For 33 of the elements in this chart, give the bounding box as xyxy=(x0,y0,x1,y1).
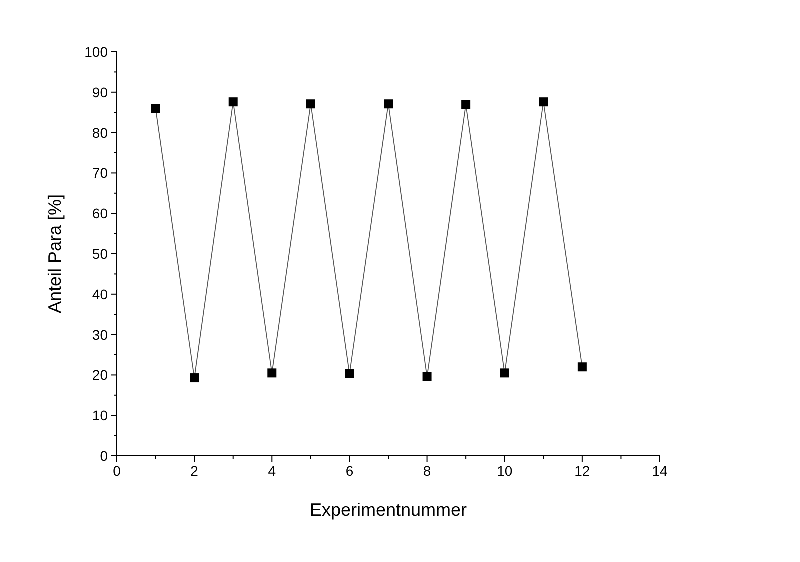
x-tick-label: 14 xyxy=(652,463,668,479)
y-tick-label: 0 xyxy=(100,448,108,464)
point xyxy=(228,98,238,107)
y-tick-label: 60 xyxy=(92,206,108,222)
point xyxy=(306,100,316,109)
y-tick-label: 50 xyxy=(92,246,108,262)
y-tick-label: 40 xyxy=(92,286,108,302)
point xyxy=(462,100,471,110)
y-tick-label: 30 xyxy=(92,326,108,343)
y-axis-title: Anteil Para [%] xyxy=(45,194,65,314)
point xyxy=(500,368,510,378)
x-tick-label: 2 xyxy=(190,463,199,479)
point xyxy=(384,100,393,109)
x-tick-label: 6 xyxy=(346,463,354,479)
y-tick-label: 100 xyxy=(84,44,108,60)
y-tick-label: 80 xyxy=(92,124,108,141)
x-axis-title: Experimentnummer xyxy=(310,500,468,520)
x-tick-label: 8 xyxy=(423,463,432,479)
point xyxy=(422,372,432,382)
y-tick-label: 10 xyxy=(92,408,108,424)
x-tick-label: 4 xyxy=(268,463,276,479)
y-tick-label: 20 xyxy=(92,367,108,384)
x-tick-label: 10 xyxy=(497,463,513,479)
point xyxy=(151,104,160,114)
point xyxy=(578,362,587,372)
point xyxy=(345,369,354,378)
point xyxy=(190,374,200,383)
x-tick-label: 12 xyxy=(574,463,590,479)
y-tick-label: 90 xyxy=(92,84,108,100)
x-tick-label: 0 xyxy=(113,463,122,479)
y-tick-label: 70 xyxy=(92,165,108,182)
point xyxy=(268,368,277,378)
point xyxy=(539,98,548,107)
